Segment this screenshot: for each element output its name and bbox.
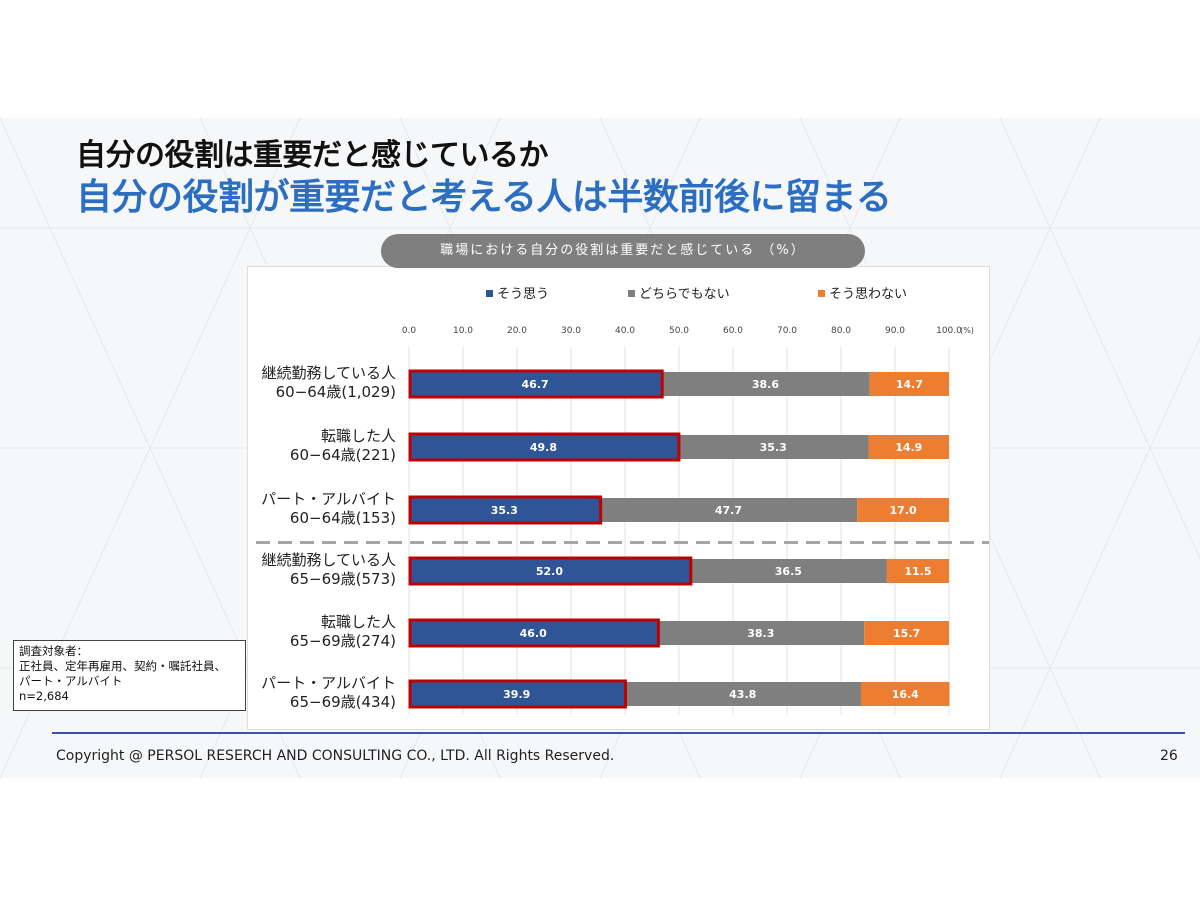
category-label: 継続勤務している人 bbox=[261, 551, 396, 569]
highlight-box bbox=[408, 495, 603, 525]
category-label: 60−64歳(1,029) bbox=[276, 383, 396, 401]
category-label: パート・アルバイト bbox=[261, 674, 396, 692]
x-tick-label: 50.0 bbox=[669, 326, 689, 336]
legend-label-0: そう思う bbox=[497, 287, 549, 302]
highlight-box bbox=[408, 556, 693, 586]
data-label: 49.8 bbox=[530, 441, 557, 454]
x-tick-label: 30.0 bbox=[561, 326, 581, 336]
bar-segment-0 bbox=[409, 372, 662, 396]
data-label: 46.7 bbox=[522, 378, 549, 391]
bar-segment-2 bbox=[868, 435, 949, 459]
data-label: 52.0 bbox=[536, 565, 563, 578]
x-tick-label: 90.0 bbox=[885, 326, 905, 336]
chart-title-pill: 職場における自分の役割は重要だと感じている （%） bbox=[381, 234, 865, 268]
x-tick-label: 40.0 bbox=[615, 326, 635, 336]
bar-segment-2 bbox=[869, 372, 949, 396]
bar-segment-2 bbox=[857, 498, 949, 522]
category-label: 65−69歳(434) bbox=[290, 693, 396, 711]
bar-segment-2 bbox=[860, 682, 950, 706]
category-label: 60−64歳(221) bbox=[290, 446, 396, 464]
bar-segment-1 bbox=[661, 372, 870, 396]
category-label: 65−69歳(274) bbox=[290, 632, 396, 650]
page-number: 26 bbox=[1160, 748, 1178, 764]
x-tick-label: 0.0 bbox=[402, 326, 417, 336]
data-label: 36.5 bbox=[775, 565, 802, 578]
note-line: 正社員、定年再雇用、契約・嘱託社員、 bbox=[19, 659, 226, 673]
data-label: 35.3 bbox=[491, 504, 518, 517]
note-line: n=2,684 bbox=[19, 689, 69, 703]
data-label: 17.0 bbox=[890, 504, 917, 517]
legend-label-1: どちらでもない bbox=[639, 287, 730, 302]
data-label: 14.7 bbox=[896, 378, 923, 391]
legend-swatch-1 bbox=[628, 290, 635, 297]
data-label: 35.3 bbox=[760, 441, 787, 454]
data-label: 47.7 bbox=[715, 504, 742, 517]
bar-segment-0 bbox=[409, 498, 600, 522]
highlight-box bbox=[408, 369, 664, 399]
data-label: 38.6 bbox=[752, 378, 779, 391]
category-label: 転職した人 bbox=[321, 427, 396, 445]
highlight-box bbox=[408, 679, 627, 709]
slide-title: 自分の役割は重要だと感じているか bbox=[76, 138, 549, 173]
bar-segment-0 bbox=[409, 559, 690, 583]
data-label: 43.8 bbox=[729, 688, 756, 701]
highlight-box bbox=[408, 618, 660, 648]
bar-segment-1 bbox=[599, 498, 858, 522]
category-label: 65−69歳(573) bbox=[290, 570, 396, 588]
x-tick-label: 100.0 bbox=[936, 326, 962, 336]
category-label: 転職した人 bbox=[321, 613, 396, 631]
bar-segment-2 bbox=[864, 621, 949, 645]
bar-segment-1 bbox=[689, 559, 887, 583]
data-label: 16.4 bbox=[892, 688, 919, 701]
data-label: 38.3 bbox=[747, 627, 774, 640]
legend-swatch-0 bbox=[486, 290, 493, 297]
data-label: 39.9 bbox=[503, 688, 530, 701]
stacked-bar-chart: そう思う どちらでもない そう思わない 0.0 10.0 20.0 30.0 40.0 50.0… bbox=[248, 287, 989, 715]
legend-swatch-2 bbox=[818, 290, 825, 297]
x-tick-label: 20.0 bbox=[507, 326, 527, 336]
bar-segment-2 bbox=[886, 559, 949, 583]
x-tick-label: 10.0 bbox=[453, 326, 473, 336]
category-label: 60−64歳(153) bbox=[290, 509, 396, 527]
x-tick-label: 70.0 bbox=[777, 326, 797, 336]
category-label: パート・アルバイト bbox=[261, 490, 396, 508]
x-tick-label: 60.0 bbox=[723, 326, 743, 336]
data-label: 15.7 bbox=[893, 627, 920, 640]
highlight-box bbox=[408, 432, 681, 462]
bar-segment-1 bbox=[624, 682, 861, 706]
data-label: 46.0 bbox=[520, 627, 547, 640]
bar-segment-0 bbox=[409, 682, 625, 706]
data-label: 11.5 bbox=[904, 565, 931, 578]
slide-subtitle: 自分の役割が重要だと考える人は半数前後に留まる bbox=[76, 177, 892, 218]
bar-segment-1 bbox=[657, 621, 865, 645]
survey-note: 調査対象者： 正社員、定年再雇用、契約・嘱託社員、 パート・アルバイト n=2,… bbox=[13, 640, 246, 711]
category-label: 継続勤務している人 bbox=[261, 364, 396, 382]
legend-label-2: そう思わない bbox=[829, 287, 907, 302]
bar-segment-0 bbox=[409, 435, 678, 459]
data-label: 14.9 bbox=[895, 441, 922, 454]
x-unit-label: (%) bbox=[960, 326, 974, 335]
bar-segment-0 bbox=[409, 621, 658, 645]
footer-divider bbox=[52, 732, 1185, 734]
bar-segment-1 bbox=[677, 435, 869, 459]
note-line: パート・アルバイト bbox=[19, 674, 123, 688]
copyright-text: Copyright @ PERSOL RESERCH AND CONSULTIN… bbox=[56, 748, 615, 764]
x-tick-label: 80.0 bbox=[831, 326, 851, 336]
note-line: 調査対象者： bbox=[19, 644, 88, 658]
chart-panel: そう思う どちらでもない そう思わない 0.0 10.0 20.0 30.0 40.0 50.0… bbox=[247, 266, 990, 730]
